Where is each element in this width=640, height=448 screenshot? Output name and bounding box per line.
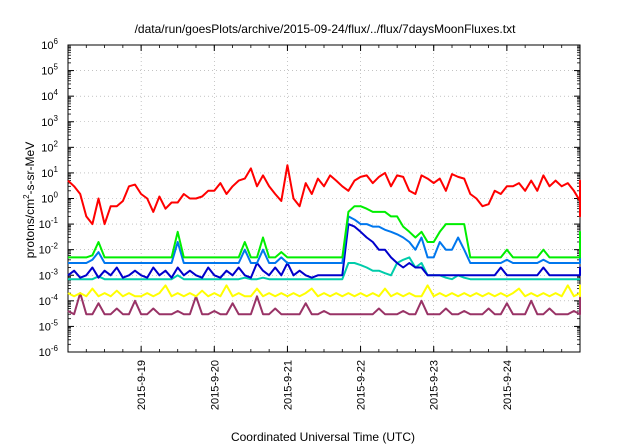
- y-tick-label: 100: [41, 191, 58, 206]
- y-tick-exponent: 0: [54, 191, 59, 200]
- x-axis: 2015-9-19 2015-9-20 2015-9-21 2015-9-22 2015…: [67, 45, 581, 410]
- y-tick-label: 105: [41, 63, 58, 78]
- series-line-1: [68, 205, 581, 259]
- series-line-4: [68, 256, 580, 281]
- y-tick-label: 103: [41, 114, 58, 129]
- y-tick-label: 101: [41, 165, 58, 180]
- y-axis-label-sup: 2: [22, 194, 31, 199]
- y-axis: 10-610-510-410-310-210-11001011021031041…: [39, 37, 580, 359]
- y-tick-base: 10: [41, 40, 53, 52]
- series-line-0: [67, 164, 581, 226]
- y-tick-label: 10-1: [39, 216, 59, 231]
- y-tick-base: 10: [39, 347, 51, 359]
- y-tick-label: 104: [41, 88, 58, 103]
- y-tick-exponent: -1: [51, 216, 59, 225]
- y-tick-exponent: -4: [51, 293, 59, 302]
- series-line-2: [68, 215, 581, 264]
- y-tick-base: 10: [39, 296, 51, 308]
- y-axis-label-rest: -s-sr-MeV: [23, 142, 37, 195]
- y-tick-base: 10: [41, 168, 53, 180]
- y-tick-exponent: 2: [54, 139, 59, 148]
- y-tick-base: 10: [41, 142, 53, 154]
- y-tick-base: 10: [39, 270, 51, 282]
- x-tick-label: 2015-9-22: [356, 360, 368, 410]
- y-tick-exponent: -6: [51, 344, 59, 353]
- y-tick-label: 10-6: [39, 344, 59, 359]
- y-tick-exponent: 1: [54, 165, 59, 174]
- y-tick-base: 10: [41, 66, 53, 78]
- x-axis-label: Coordinated Universal Time (UTC): [231, 430, 415, 444]
- y-tick-base: 10: [39, 245, 51, 257]
- x-tick-label: 2015-9-21: [282, 360, 294, 410]
- grid: [68, 45, 580, 352]
- x-tick-label: 2015-9-24: [502, 360, 514, 410]
- y-tick-exponent: 5: [54, 63, 59, 72]
- series-line-6: [67, 292, 581, 316]
- x-tick-label: 2015-9-23: [429, 360, 441, 410]
- y-tick-base: 10: [41, 117, 53, 129]
- series-layer: [67, 164, 581, 316]
- y-tick-exponent: 3: [54, 114, 59, 123]
- x-tick-label: 2015-9-20: [209, 360, 221, 410]
- y-tick-label: 10-3: [39, 267, 59, 282]
- y-axis-label-main: protons/cm: [23, 199, 37, 258]
- y-tick-exponent: -5: [51, 318, 59, 327]
- series-line-5: [67, 284, 581, 298]
- chart-title: /data/run/goesPlots/archive/2015-09-24/f…: [135, 22, 517, 36]
- y-tick-label: 10-2: [39, 242, 59, 257]
- y-tick-exponent: 6: [54, 37, 59, 46]
- y-tick-exponent: -3: [51, 267, 59, 276]
- series-line-3: [67, 223, 581, 279]
- y-tick-label: 102: [41, 139, 58, 154]
- y-axis-label: protons/cm2-s-sr-MeV: [22, 142, 37, 258]
- y-tick-base: 10: [41, 91, 53, 103]
- x-tick-label: 2015-9-19: [136, 360, 148, 410]
- y-tick-label: 106: [41, 37, 58, 52]
- y-tick-base: 10: [39, 219, 51, 231]
- y-tick-base: 10: [41, 194, 53, 206]
- y-tick-exponent: -2: [51, 242, 59, 251]
- y-tick-label: 10-4: [39, 293, 59, 308]
- y-tick-label: 10-5: [39, 318, 59, 333]
- y-tick-exponent: 4: [54, 88, 59, 97]
- y-tick-base: 10: [39, 321, 51, 333]
